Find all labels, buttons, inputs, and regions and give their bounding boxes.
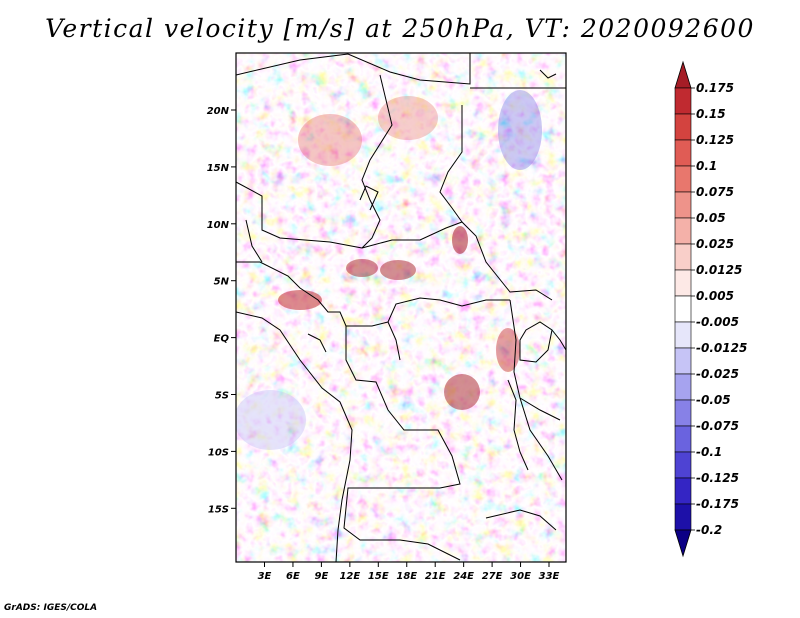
colorbar-label: 0.1 xyxy=(696,159,717,173)
lat-tick-label: 15N xyxy=(207,163,230,174)
grads-credit: GrADS: IGES/COLA xyxy=(4,603,98,613)
colorbar: 0.175 0.15 0.125 0.1 0.075 0.05 0.025 0.0125 0.0… xyxy=(674,60,747,558)
lon-tick-label: 21E xyxy=(425,571,446,582)
colorbar-swatch xyxy=(674,217,692,245)
colorbar-bottom-arrow xyxy=(674,529,692,558)
colorbar-label: 0.175 xyxy=(696,81,734,95)
lon-tick-label: 9E xyxy=(315,571,329,582)
colorbar-label: 0.0125 xyxy=(696,263,742,277)
lon-tick-label: 12E xyxy=(339,571,360,582)
colorbar-swatch xyxy=(674,373,692,401)
lat-tick-label: EQ xyxy=(214,334,230,345)
lat-tick-label: 10S xyxy=(208,447,229,458)
colorbar-swatch xyxy=(674,425,692,453)
colorbar-swatch xyxy=(674,295,692,323)
colorbar-swatch xyxy=(674,321,692,349)
velocity-field xyxy=(236,53,566,562)
colorbar-swatch xyxy=(674,87,692,115)
colorbar-swatch xyxy=(674,399,692,427)
longitude-axis: 3E 6E 9E 12E 15E 18E 21E 24E 27E 30E 33E xyxy=(258,562,560,582)
colorbar-label: 0.075 xyxy=(696,185,734,199)
colorbar-label: -0.005 xyxy=(696,315,739,329)
colorbar-label: 0.05 xyxy=(696,211,726,225)
latitude-axis: 20N 15N 10N 5N EQ 5S 10S 15S xyxy=(207,106,236,515)
colorbar-label: -0.0125 xyxy=(696,341,747,355)
colorbar-swatch xyxy=(674,503,692,531)
lat-tick-label: 10N xyxy=(207,220,230,231)
colorbar-label: 0.125 xyxy=(696,133,734,147)
colorbar-label: 0.025 xyxy=(696,237,734,251)
lon-tick-label: 30E xyxy=(510,571,531,582)
colorbar-label: -0.1 xyxy=(696,445,722,459)
colorbar-swatch xyxy=(674,451,692,479)
colorbar-label: 0.15 xyxy=(696,107,726,121)
lat-tick-label: 20N xyxy=(207,106,230,117)
lon-tick-label: 33E xyxy=(539,571,560,582)
colorbar-swatch xyxy=(674,477,692,505)
colorbar-swatch xyxy=(674,191,692,219)
lon-tick-label: 6E xyxy=(286,571,300,582)
colorbar-label: -0.05 xyxy=(696,393,731,407)
colorbar-swatch xyxy=(674,113,692,141)
colorbar-label: -0.125 xyxy=(696,471,739,485)
colorbar-swatch xyxy=(674,347,692,375)
country-borders xyxy=(236,53,566,562)
lat-tick-label: 5S xyxy=(215,391,229,402)
lon-tick-label: 15E xyxy=(368,571,389,582)
colorbar-swatch xyxy=(674,165,692,193)
map-title: Vertical velocity [m/s] at 250hPa, VT: 2… xyxy=(45,14,755,43)
lon-tick-label: 18E xyxy=(396,571,417,582)
colorbar-label: -0.2 xyxy=(696,523,722,537)
colorbar-label: -0.025 xyxy=(696,367,739,381)
colorbar-swatch xyxy=(674,139,692,167)
lon-tick-label: 27E xyxy=(482,571,503,582)
colorbar-swatch xyxy=(674,243,692,271)
colorbar-label: 0.005 xyxy=(696,289,734,303)
lon-tick-label: 24E xyxy=(453,571,474,582)
lat-tick-label: 5N xyxy=(214,277,230,288)
colorbar-top-arrow xyxy=(674,60,692,89)
lat-tick-label: 15S xyxy=(208,504,229,515)
colorbar-label: -0.075 xyxy=(696,419,739,433)
colorbar-swatch xyxy=(674,269,692,297)
colorbar-label: -0.175 xyxy=(696,497,739,511)
map-frame xyxy=(235,52,567,563)
lon-tick-label: 3E xyxy=(258,571,272,582)
